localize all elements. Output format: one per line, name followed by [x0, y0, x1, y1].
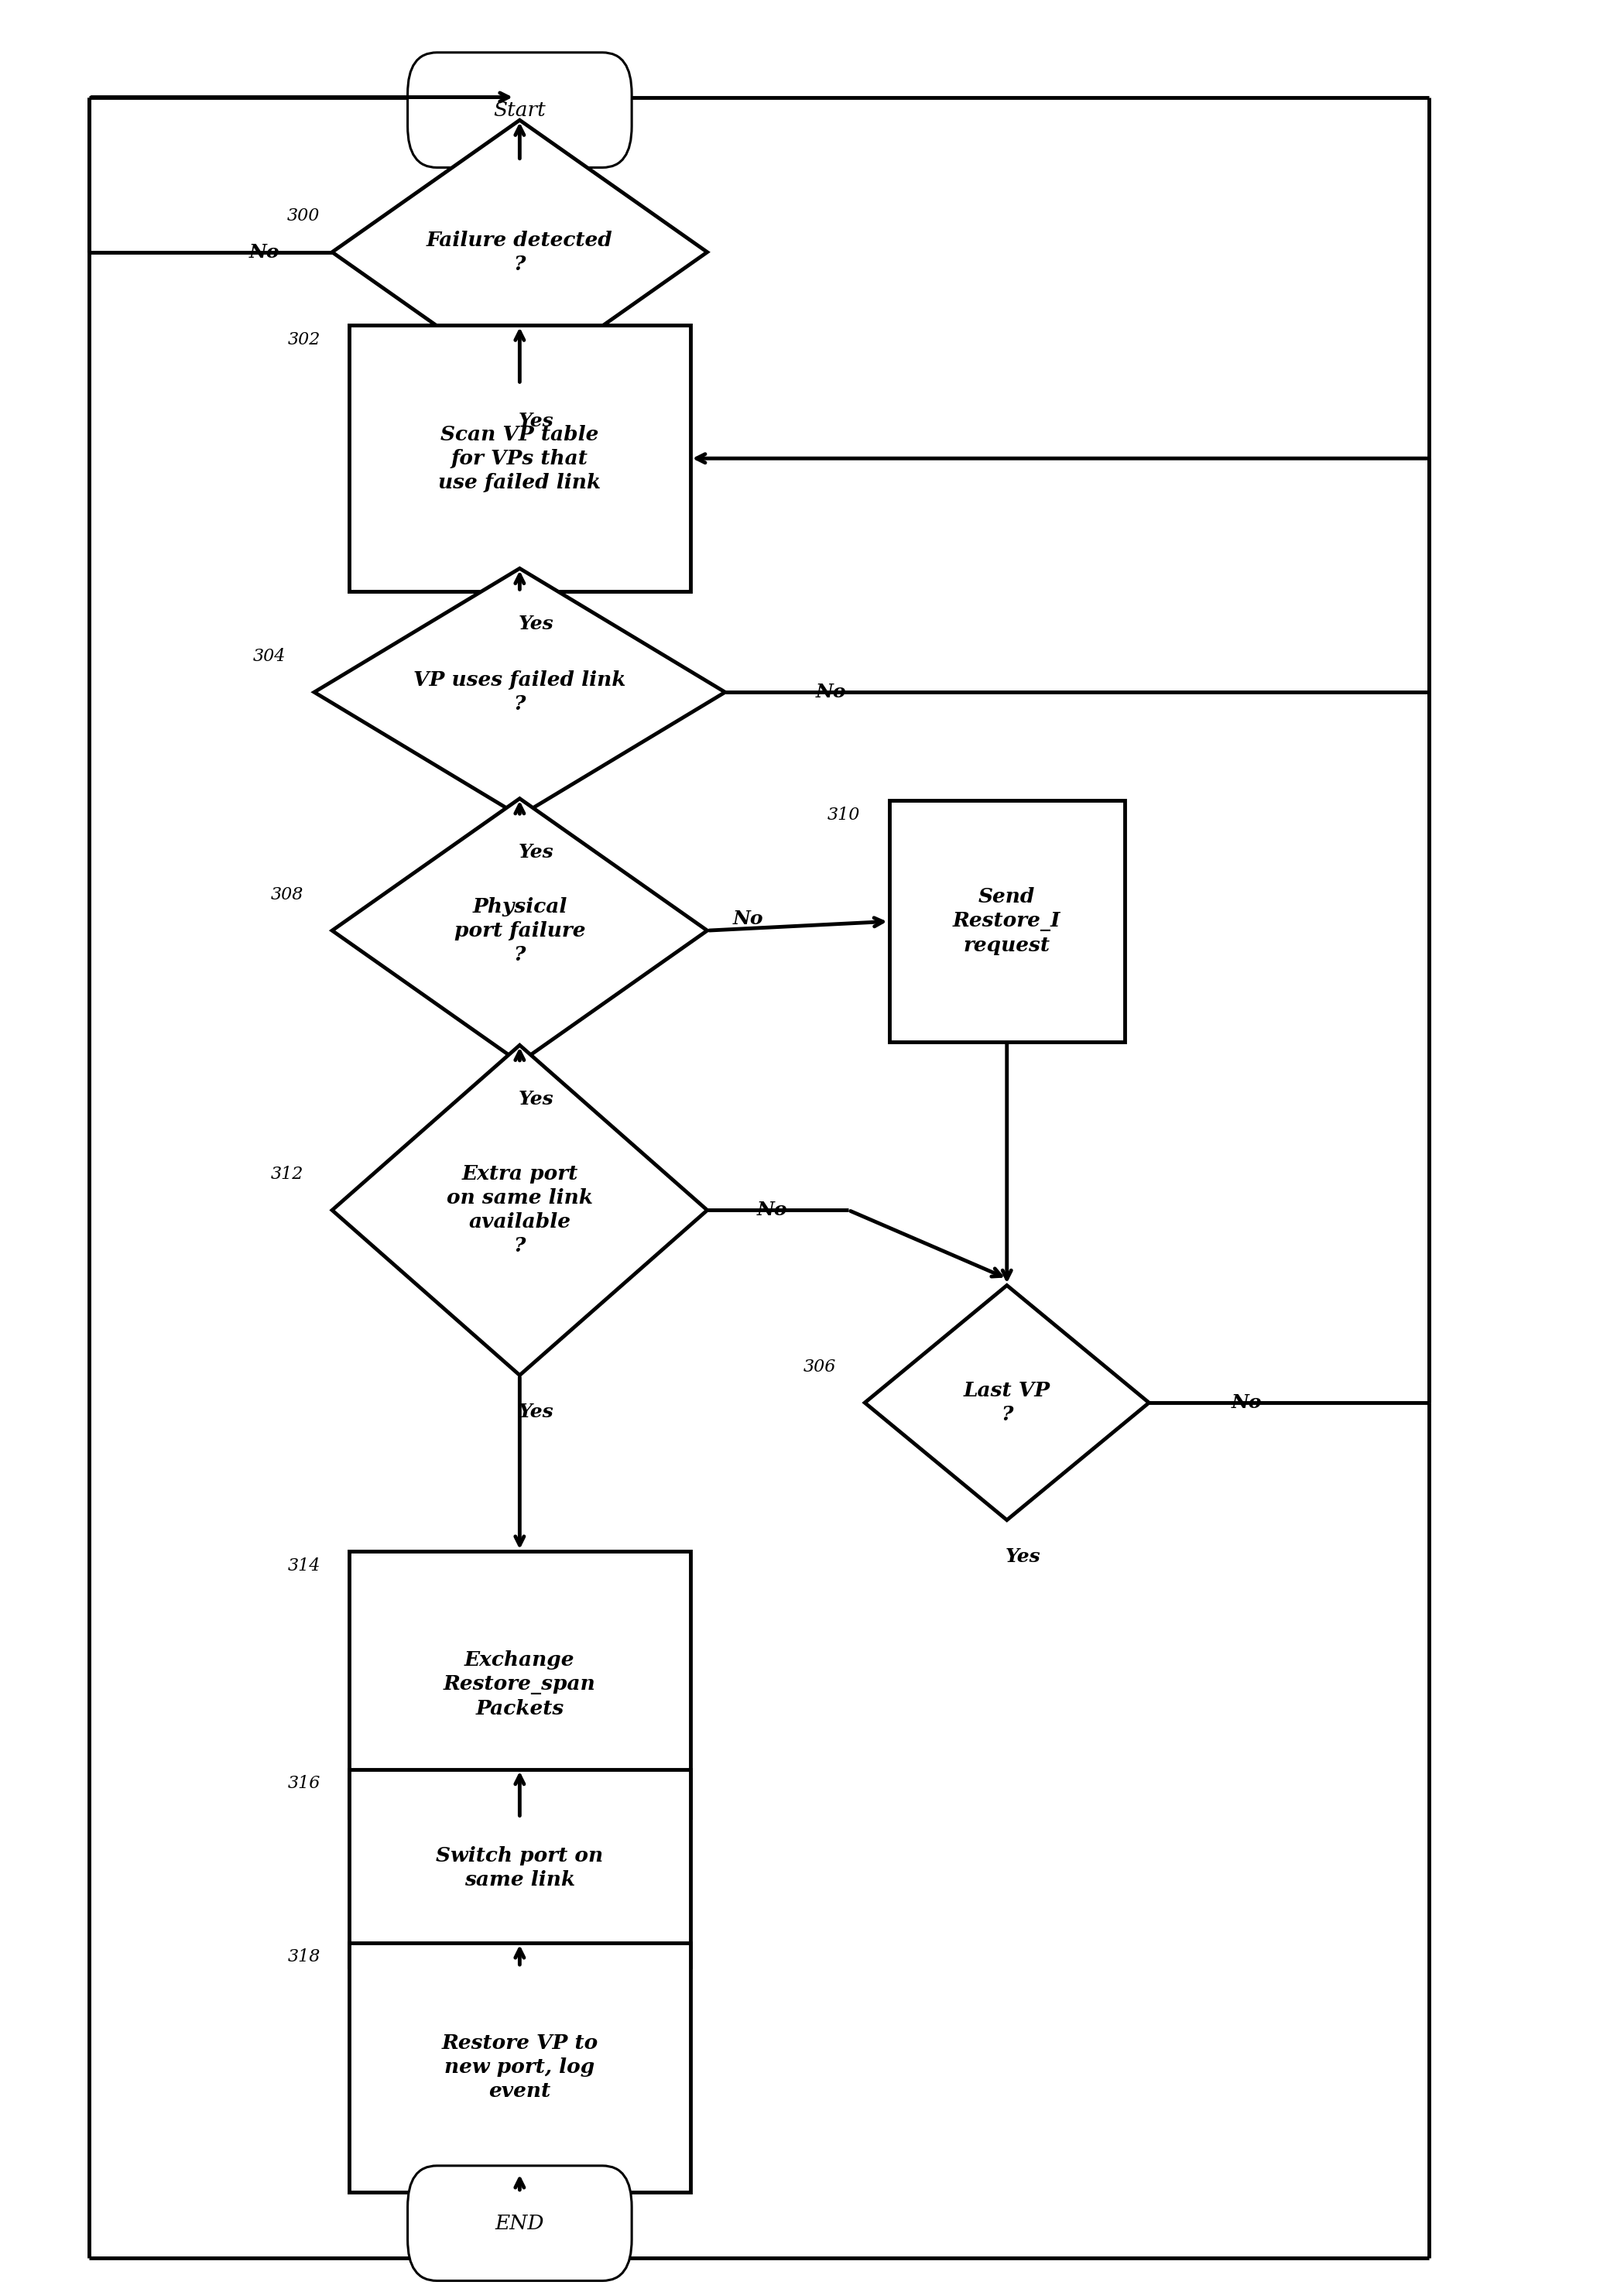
Text: 310: 310	[827, 807, 861, 823]
Text: 308: 308	[270, 887, 304, 903]
Polygon shape	[315, 568, 724, 816]
Text: Switch port on
same link: Switch port on same link	[435, 1847, 604, 1889]
Text: 304: 304	[252, 649, 286, 665]
Polygon shape	[333, 119, 708, 385]
Text: Yes: Yes	[518, 614, 554, 633]
Text: VP uses failed link
?: VP uses failed link ?	[414, 672, 625, 713]
Text: 302: 302	[287, 330, 320, 348]
FancyBboxPatch shape	[408, 53, 632, 167]
Text: 318: 318	[287, 1948, 320, 1967]
Text: Yes: Yes	[518, 843, 554, 862]
Text: Extra port
on same link
available
?: Extra port on same link available ?	[447, 1164, 593, 1256]
FancyBboxPatch shape	[349, 1769, 690, 1967]
Text: No: No	[248, 243, 279, 261]
Text: 306: 306	[802, 1359, 836, 1375]
FancyBboxPatch shape	[349, 325, 690, 591]
Text: Start: Start	[494, 101, 546, 119]
Text: Failure detected
?: Failure detected ?	[427, 231, 612, 273]
Text: No: No	[1231, 1394, 1262, 1412]
Text: 314: 314	[287, 1556, 320, 1575]
Text: Yes: Yes	[1005, 1547, 1041, 1565]
Text: Send
Restore_I
request: Send Restore_I request	[953, 887, 1060, 956]
FancyBboxPatch shape	[890, 800, 1124, 1043]
Text: No: No	[732, 910, 763, 928]
Text: Physical
port failure
?: Physical port failure ?	[455, 896, 585, 965]
Text: Yes: Yes	[518, 413, 554, 431]
Text: Yes: Yes	[518, 1403, 554, 1421]
Text: 300: 300	[287, 209, 320, 225]
Polygon shape	[864, 1286, 1150, 1520]
FancyBboxPatch shape	[349, 1944, 690, 2191]
Text: No: No	[815, 683, 846, 701]
Text: Scan VP table
for VPs that
use failed link: Scan VP table for VPs that use failed li…	[438, 424, 601, 493]
Text: 316: 316	[287, 1774, 320, 1792]
Text: Exchange
Restore_span
Packets: Exchange Restore_span Packets	[443, 1650, 596, 1719]
Text: Yes: Yes	[518, 1091, 554, 1109]
Text: END: END	[495, 2214, 544, 2232]
Text: No: No	[757, 1201, 788, 1219]
FancyBboxPatch shape	[349, 1552, 690, 1818]
FancyBboxPatch shape	[408, 2166, 632, 2281]
Text: Last VP
?: Last VP ?	[963, 1382, 1051, 1423]
Polygon shape	[333, 1045, 708, 1375]
Polygon shape	[333, 798, 708, 1063]
Text: 312: 312	[270, 1167, 304, 1183]
Text: Restore VP to
new port, log
event: Restore VP to new port, log event	[442, 2033, 598, 2102]
